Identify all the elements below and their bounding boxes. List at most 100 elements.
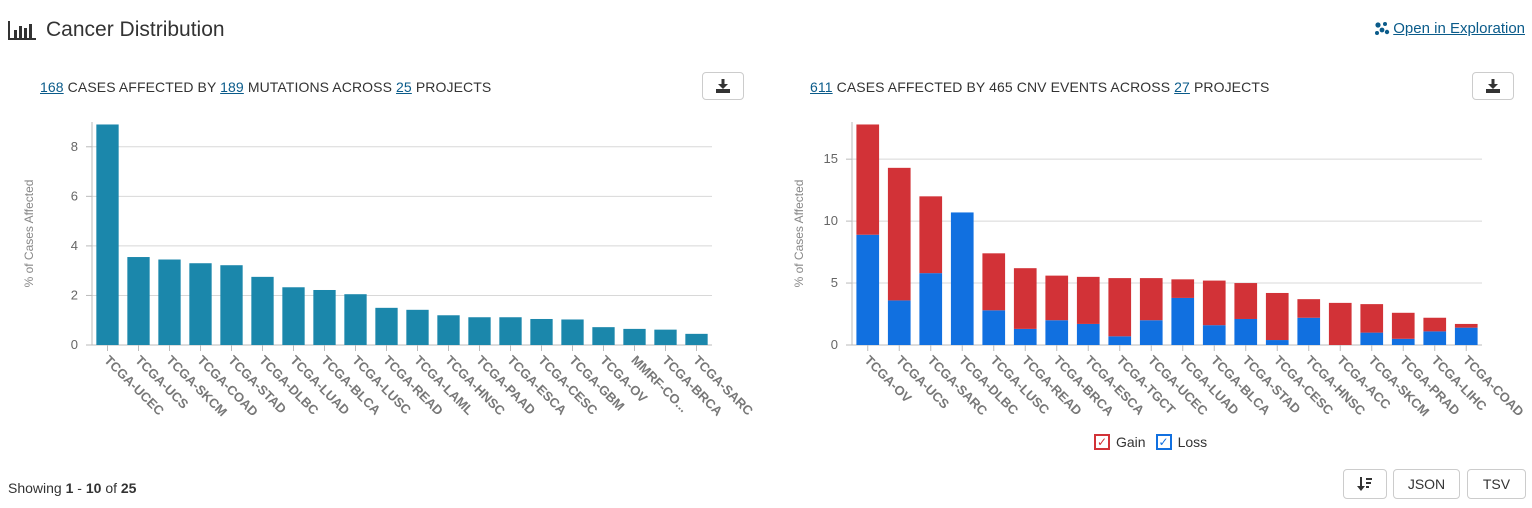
json-export-button[interactable]: JSON xyxy=(1393,469,1460,499)
bar-gain[interactable] xyxy=(856,124,880,235)
y-tick-label: 6 xyxy=(71,188,78,203)
bar-loss[interactable] xyxy=(919,273,943,345)
y-tick-label: 0 xyxy=(71,337,78,352)
bar[interactable] xyxy=(468,317,491,345)
bar[interactable] xyxy=(220,265,243,345)
tsv-export-button[interactable]: TSV xyxy=(1467,469,1526,499)
bar[interactable] xyxy=(127,257,150,345)
bar-gain[interactable] xyxy=(1139,278,1163,321)
legend-item-loss[interactable]: ✓ Loss xyxy=(1155,434,1208,450)
bar[interactable] xyxy=(499,317,522,345)
left-summary-text-2: MUTATIONS ACROSS xyxy=(247,79,393,95)
bar-gain[interactable] xyxy=(1360,304,1384,333)
bar-gain[interactable] xyxy=(1265,292,1289,341)
bar-loss[interactable] xyxy=(1297,317,1321,345)
bar-loss[interactable] xyxy=(1013,328,1037,345)
sort-button[interactable] xyxy=(1343,469,1387,499)
bar-loss[interactable] xyxy=(1076,323,1100,345)
bar-gain[interactable] xyxy=(1076,276,1100,324)
bar-loss[interactable] xyxy=(887,300,911,345)
bar-gain[interactable] xyxy=(1328,302,1352,345)
range-end: 10 xyxy=(85,480,102,496)
bar-gain[interactable] xyxy=(1234,283,1258,319)
page-header: Cancer Distribution xyxy=(8,14,225,46)
y-tick-label: 0 xyxy=(831,337,838,352)
bar-loss[interactable] xyxy=(1045,320,1069,345)
bar-loss[interactable] xyxy=(1108,336,1132,345)
bar-gain[interactable] xyxy=(1108,278,1132,337)
bar[interactable] xyxy=(592,327,615,345)
left-summary-text-1: CASES AFFECTED BY xyxy=(67,79,217,95)
legend-loss-label: Loss xyxy=(1177,434,1208,450)
y-tick-label: 4 xyxy=(71,238,78,253)
bar[interactable] xyxy=(685,333,708,345)
page-title: Cancer Distribution xyxy=(46,18,225,41)
bar[interactable] xyxy=(437,315,460,345)
left-cases-link[interactable]: 168 xyxy=(40,79,64,95)
bar-loss[interactable] xyxy=(1454,327,1478,345)
bar-loss[interactable] xyxy=(1234,318,1258,345)
bar-loss[interactable] xyxy=(1265,340,1289,345)
right-summary-text-2: PROJECTS xyxy=(1193,79,1270,95)
bar-gain[interactable] xyxy=(982,253,1006,311)
bar-loss[interactable] xyxy=(1171,297,1195,345)
right-summary: 611 CASES AFFECTED BY 465 CNV EVENTS ACR… xyxy=(810,79,1269,95)
bar[interactable] xyxy=(375,307,398,345)
legend-item-gain[interactable]: ✓ Gain xyxy=(1094,434,1146,450)
sort-icon xyxy=(1357,477,1372,491)
download-icon xyxy=(716,79,730,93)
y-tick-label: 5 xyxy=(831,275,838,290)
bar[interactable] xyxy=(313,289,336,345)
bar[interactable] xyxy=(654,329,677,345)
dots-cluster-icon xyxy=(1375,21,1390,35)
right-summary-text-1: CASES AFFECTED BY 465 CNV EVENTS ACROSS xyxy=(836,79,1171,95)
right-cases-link[interactable]: 611 xyxy=(810,79,833,95)
y-tick-label: 15 xyxy=(824,151,838,166)
bar-gain[interactable] xyxy=(1013,268,1037,329)
bar-gain[interactable] xyxy=(887,167,911,301)
bar-loss[interactable] xyxy=(1423,331,1447,345)
bar[interactable] xyxy=(96,124,119,345)
right-projects-link[interactable]: 27 xyxy=(1174,79,1190,95)
open-in-exploration-link[interactable]: Open in Exploration xyxy=(1374,20,1525,37)
bar-loss[interactable] xyxy=(1202,325,1226,345)
bar[interactable] xyxy=(406,309,429,345)
download-icon xyxy=(1486,79,1500,93)
bar[interactable] xyxy=(189,263,212,345)
bar-loss[interactable] xyxy=(1139,320,1163,345)
left-download-button[interactable] xyxy=(702,72,744,100)
y-axis-label: % of Cases Affected xyxy=(22,180,36,288)
bar-gain[interactable] xyxy=(1045,275,1069,321)
bar-loss[interactable] xyxy=(950,212,974,345)
bar-loss[interactable] xyxy=(1391,338,1415,345)
left-projects-link[interactable]: 25 xyxy=(396,79,412,95)
bar[interactable] xyxy=(251,276,274,345)
bar-loss[interactable] xyxy=(982,310,1006,345)
cnv-legend: ✓ Gain ✓ Loss xyxy=(1094,434,1217,450)
bar[interactable] xyxy=(282,287,305,345)
bar[interactable] xyxy=(344,294,367,345)
bar[interactable] xyxy=(158,259,181,345)
bar-gain[interactable] xyxy=(1423,317,1447,332)
bar-gain[interactable] xyxy=(1202,280,1226,326)
bar-gain[interactable] xyxy=(1297,299,1321,318)
open-in-exploration-label: Open in Exploration xyxy=(1393,20,1525,37)
showing-prefix: Showing xyxy=(8,480,62,496)
bar-gain[interactable] xyxy=(1454,323,1478,328)
bar-gain[interactable] xyxy=(1391,312,1415,339)
bar-loss[interactable] xyxy=(1360,332,1384,345)
bar-loss[interactable] xyxy=(856,234,880,345)
bar-gain[interactable] xyxy=(919,196,943,274)
right-download-button[interactable] xyxy=(1472,72,1514,100)
range-dash: - xyxy=(77,480,82,496)
bar[interactable] xyxy=(530,318,553,345)
y-tick-label: 10 xyxy=(824,213,838,228)
range-total: 25 xyxy=(120,480,137,496)
left-mutations-link[interactable]: 189 xyxy=(220,79,244,95)
bar[interactable] xyxy=(623,328,646,345)
bar[interactable] xyxy=(561,319,584,345)
bar-chart-icon xyxy=(8,21,36,40)
bar-gain[interactable] xyxy=(1171,279,1195,298)
